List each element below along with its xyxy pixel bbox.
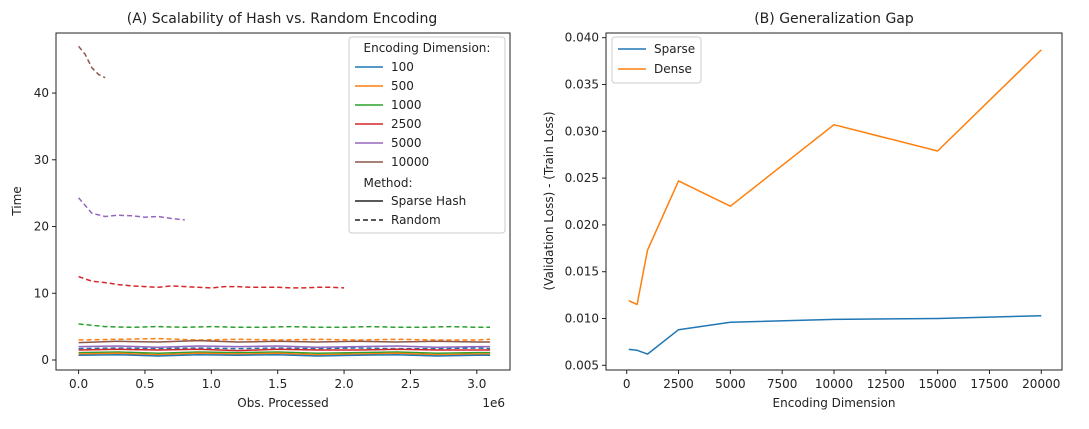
y-tick-label: 40 — [34, 86, 49, 100]
x-tick-label: 2.0 — [335, 377, 354, 391]
series-line-random-10000 — [78, 45, 106, 79]
x-tick-label: 10000 — [815, 377, 853, 391]
panel-b-y-label: (Validation Loss) - (Train Loss) — [542, 111, 556, 290]
legend-method-header: Method: — [363, 176, 412, 190]
y-tick-label: 0.040 — [565, 31, 599, 45]
series-line-sparse — [628, 314, 1042, 355]
y-tick-label: 0.035 — [565, 77, 599, 91]
legend-label-100: 100 — [391, 60, 414, 74]
y-tick-label: 0.020 — [565, 218, 599, 232]
panel-b-x-label: Encoding Dimension — [773, 396, 896, 410]
x-tick-label: 1.0 — [202, 377, 221, 391]
y-tick-label: 0.005 — [565, 358, 599, 372]
panel-b-generalization: (B) Generalization Gap 0 2500 5000 7500 1000… — [542, 11, 1063, 410]
x-tick-label: 5000 — [715, 377, 746, 391]
series-line-random-1000 — [78, 323, 491, 329]
y-tick-label: 10 — [34, 286, 49, 300]
series-line-sparse-hash-10000 — [78, 339, 491, 344]
series-line-sparse-hash-500 — [78, 352, 491, 356]
x-tick-label: 2.5 — [401, 377, 420, 391]
panel-a-y-label: Time — [10, 186, 24, 216]
y-tick-label: 0.010 — [565, 312, 599, 326]
series-line-sparse-hash-100 — [78, 353, 491, 357]
series-line-random-100 — [78, 347, 491, 350]
x-tick-label: 20000 — [1022, 377, 1060, 391]
legend-label-random: Random — [391, 213, 441, 227]
legend-label-5000: 5000 — [391, 136, 422, 150]
panel-b-title: (B) Generalization Gap — [754, 11, 914, 27]
y-tick-label: 0.015 — [565, 265, 599, 279]
x-tick-label: 12500 — [867, 377, 905, 391]
y-tick-label: 0 — [41, 353, 49, 367]
x-tick-label: 1.5 — [268, 377, 287, 391]
panel-a-title: (A) Scalability of Hash vs. Random Encod… — [127, 11, 437, 27]
legend-label-10000: 10000 — [391, 155, 429, 169]
panel-b-lines — [628, 49, 1042, 355]
x-tick-label: 3.0 — [467, 377, 486, 391]
legend-label-1000: 1000 — [391, 98, 422, 112]
series-line-sparse-hash-1000 — [78, 351, 491, 355]
y-tick-label: 30 — [34, 153, 49, 167]
legend-label-2500: 2500 — [391, 117, 422, 131]
legend-label-sparse: Sparse — [654, 42, 695, 56]
series-line-random-5000 — [78, 197, 185, 221]
series-line-dense — [628, 49, 1042, 306]
x-tick-label: 0 — [623, 377, 631, 391]
x-tick-label: 0.0 — [69, 377, 88, 391]
series-line-random-500 — [78, 337, 491, 341]
series-line-sparse-hash-2500 — [78, 348, 491, 352]
y-tick-label: 20 — [34, 220, 49, 234]
x-tick-label: 0.5 — [135, 377, 154, 391]
panel-b-legend: Sparse Dense — [611, 36, 702, 84]
x-tick-label: 2500 — [663, 377, 694, 391]
panel-a-y-ticks: 0 10 20 30 40 — [34, 86, 56, 367]
legend-label-500: 500 — [391, 79, 414, 93]
panel-a-x-ticks: 0.0 0.5 1.0 1.5 2.0 2.5 3.0 — [69, 370, 486, 391]
panel-a-x-label: Obs. Processed — [237, 396, 328, 410]
x-tick-label: 7500 — [767, 377, 798, 391]
y-tick-label: 0.030 — [565, 124, 599, 138]
panel-a-x-offset: 1e6 — [482, 396, 505, 410]
legend-label-dense: Dense — [654, 62, 692, 76]
y-tick-label: 0.025 — [565, 171, 599, 185]
legend-dimension-header: Encoding Dimension: — [364, 41, 491, 55]
panel-a-lines — [78, 45, 491, 357]
panel-a-legend-box — [348, 36, 506, 234]
panel-b-y-ticks: 0.005 0.010 0.015 0.020 0.025 0.030 0.035 0.040 — [565, 31, 606, 372]
panel-b-axes-frame — [605, 32, 1063, 371]
panel-a-scalability: (A) Scalability of Hash vs. Random Encod… — [10, 11, 511, 410]
legend-label-sparse-hash: Sparse Hash — [391, 194, 466, 208]
panel-a-legend: Encoding Dimension: 100 500 1000 2500 50… — [348, 36, 506, 234]
x-tick-label: 17500 — [970, 377, 1008, 391]
panel-b-x-ticks: 0 2500 5000 7500 10000 12500 15000 17500 20000 — [623, 370, 1060, 391]
series-line-sparse-hash-5000 — [78, 345, 491, 349]
x-tick-label: 15000 — [919, 377, 957, 391]
